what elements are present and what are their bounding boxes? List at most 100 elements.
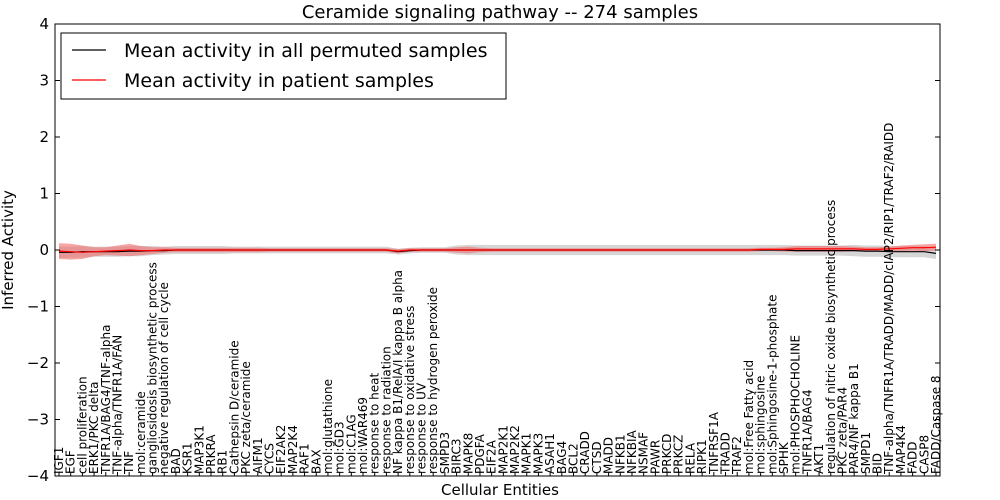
x-tick-label: MAP2K2 [508,425,522,474]
y-tick-label: −1 [27,298,49,316]
x-tick-label: TNF-alpha/TNFR1A/TRADD/MADD/cIAP2/RIP1/T… [882,123,896,475]
x-tick-label: MAP2K4 [286,425,300,474]
x-tick-label: CTSD [590,441,604,474]
x-tick-label: BID [871,453,885,474]
x-tick-label: PAR4/NF kappa B1 [847,363,861,474]
y-tick-label: 0 [39,241,49,259]
band-patient [59,243,936,260]
x-tick-label: EIF2A [485,439,499,474]
x-tick-label: BAX [309,449,323,474]
y-tick-label: 1 [39,185,49,203]
y-axis-ticks: 4 3 2 1 0 −1 −2 −3 −4 [27,15,940,485]
x-tick-label: gangliosidosis biosynthetic process [146,262,160,474]
x-tick-label: PKC zeta/ceramide [239,361,253,474]
x-tick-label: mol:PHOSPHOCHOLINE [789,335,803,474]
x-tick-label: mol:Sphingosine-1-phosphate [765,295,779,475]
x-tick-label: MAPK8 [461,433,475,474]
x-tick-label: MADD [602,437,616,474]
line-patient [58,246,937,253]
x-tick-label: ERK1/PKC delta [87,381,101,474]
x-tick-label: mol:ceramide [134,391,148,474]
x-tick-label: NSMAF [637,432,651,474]
x-tick-label: EIF2AK2 [274,425,288,474]
x-tick-label: Cathepsin D/ceramide [227,340,241,474]
error-bands [59,243,936,260]
x-tick-label: PDGFA [473,433,487,474]
plot-frame [54,23,941,477]
x-tick-label: mol:Free Fatty acid [742,360,756,474]
legend: Mean activity in all permuted samples Me… [60,32,507,100]
x-tick-label: RIPK1 [695,439,709,474]
x-tick-label: mol:glutathione [321,379,335,474]
chart-title: Ceramide signaling pathway -- 274 sample… [302,2,698,23]
x-tick-label: SMPD3 [438,432,452,474]
x-tick-label: response to oxidative stress [403,306,417,474]
x-tick-label: cell proliferation [75,376,89,474]
x-axis-label: Cellular Entities [441,481,559,499]
x-tick-label: CYCS [263,443,277,474]
x-tick-label: CRADD [578,431,592,474]
y-tick-label: 4 [39,15,49,33]
legend-label-patient: Mean activity in patient samples [124,70,434,92]
x-tick-label: response to radiation [379,346,393,474]
x-tick-label: EGF [64,450,78,474]
x-axis-ticks [58,472,937,476]
x-tick-label: SMPD1 [859,432,873,474]
x-tick-label: mol:WAR469 [356,397,370,474]
legend-box [60,32,507,100]
x-tick-label: response to hydrogen peroxide [426,287,440,474]
y-tick-label: −2 [27,354,49,372]
x-tick-label: TNFR1A/BAG4/TNF-alpha [99,325,113,475]
x-tick-label: ASAH1 [543,433,557,474]
x-tick-label: FADD/Caspase 8 [929,375,943,474]
x-tick-label: PRKCD [660,434,674,474]
x-tick-label: CASP8 [917,435,931,474]
x-tick-label: MAP3K1 [192,425,206,474]
x-tick-label: SPHK [777,441,791,474]
x-tick-label: regulation of nitric oxide biosynthetic … [824,200,838,474]
x-tick-label: TRADD [719,432,733,475]
x-tick-label: BIRC3 [450,438,464,474]
x-tick-label: negative regulation of cell cycle [157,282,171,474]
x-tick-label: TNF [122,451,136,475]
x-tick-label: RELA [683,442,697,474]
x-tick-label: PRKRA [204,434,218,474]
x-tick-label: TNFRSF1A [707,411,721,475]
x-tick-label: BAD [169,448,183,474]
y-axis-label: Inferred Activity [0,190,17,310]
x-tick-label: MAP4K4 [894,425,908,474]
x-tick-label: PRKCZ [672,435,686,474]
series-lines [58,246,937,254]
y-tick-label: −4 [27,467,49,485]
legend-label-permuted: Mean activity in all permuted samples [124,40,487,62]
x-tick-label: mol:sphingosine [754,376,768,474]
x-tick-label: response to UV [415,382,429,474]
x-tick-label: TRAF2 [730,436,744,475]
x-tick-label: TNF-alpha/TNFR1A/FAN [111,335,125,475]
x-tick-label: FADD [906,442,920,475]
x-tick-label: response to heat [368,372,382,474]
x-tick-label: PKC zeta/PAR4 [836,387,850,474]
x-tick-label: MAP2K1 [496,425,510,474]
x-tick-label: BAG4 [555,441,569,474]
x-tick-label: MAPK1 [520,433,534,474]
x-tick-label: NF kappa B1/RelA/I kappa B alpha [391,270,405,474]
x-tick-label: NFKBIA [625,429,639,474]
x-tick-label: RAF1 [298,443,312,474]
y-tick-label: 3 [39,72,49,90]
x-tick-label: mol:GD3 [333,421,347,474]
x-tick-label: MAPK3 [531,433,545,474]
x-tick-label: PAWR [648,440,662,474]
y-tick-label: 2 [39,128,49,146]
x-tick-label: NFKB1 [613,434,627,474]
x-tick-label: AIFM1 [251,437,265,474]
x-tick-label: BCL2 [567,443,581,474]
x-tick-label: TNFR1A/BAG4 [800,389,814,475]
y-tick-label: −3 [27,411,49,429]
x-tick-label: mol:C1AG [344,414,358,474]
x-tick-label: RB1 [216,450,230,474]
x-tick-label: AKT1 [812,444,826,474]
x-tick-label: KSR1 [181,443,195,474]
